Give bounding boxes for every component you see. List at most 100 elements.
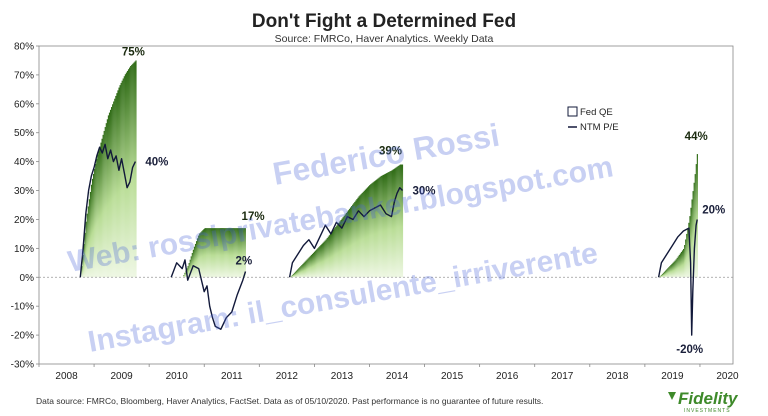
fed-qe-bar [189, 259, 191, 278]
fed-qe-bar [664, 270, 667, 278]
fed-qe-bar [205, 228, 207, 278]
fed-qe-bar [113, 101, 115, 278]
fed-qe-bar [315, 250, 317, 278]
fed-qe-bar [380, 175, 382, 278]
x-tick-label: 2008 [55, 371, 78, 382]
fed-qe-bar [335, 226, 337, 278]
fed-qe-bar [336, 225, 338, 278]
fed-qe-bar [226, 228, 228, 278]
fed-qe-bar [672, 262, 674, 278]
fed-qe-bar [329, 233, 332, 278]
fed-qe-bar [107, 115, 110, 278]
fidelity-logo-text: Fidelity [678, 389, 739, 408]
fed-qe-bar [693, 182, 695, 278]
data-label: 44% [685, 131, 708, 143]
fed-qe-bar [241, 228, 243, 278]
fed-qe-bar [357, 197, 359, 278]
chart-subtitle: Source: FMRCo, Haver Analytics. Weekly D… [275, 33, 494, 45]
fidelity-logo: Fidelity INVESTMENTS [668, 389, 739, 414]
data-label: -20% [676, 344, 703, 356]
fed-qe-bar [199, 233, 201, 278]
fed-qe-bar [218, 228, 220, 278]
fed-qe-bar [84, 232, 86, 278]
fed-qe-bar [220, 228, 222, 278]
fed-qe-bar [692, 191, 694, 278]
fed-qe-bar [106, 119, 108, 278]
fed-qe-bar [240, 228, 242, 278]
fed-qe-bar [341, 218, 343, 278]
fed-qe-bar [395, 167, 397, 278]
fed-qe-bar [129, 67, 131, 278]
fed-qe-bar [235, 228, 237, 278]
fed-qe-bar [392, 169, 394, 278]
fed-qe-bar [339, 221, 341, 278]
fed-qe-bar [234, 228, 236, 278]
fed-qe-bar [397, 166, 399, 278]
fidelity-logo-subtext: INVESTMENTS [684, 408, 731, 414]
fed-qe-bar [98, 150, 100, 278]
fed-qe-bar [685, 239, 687, 278]
y-axis: 80% 70% 60% 50% 40% 30% 20% 10% 0% -10% -20% -30% [11, 42, 39, 371]
fed-qe-bar [81, 266, 83, 278]
fed-qe-bar [303, 262, 305, 278]
y-tick-label: 50% [14, 128, 34, 139]
fed-qe-bar [297, 269, 299, 278]
fed-qe-bar [661, 273, 664, 278]
fed-qe-bar [222, 228, 224, 278]
fed-qe-bar [345, 213, 347, 278]
data-label: 17% [242, 211, 265, 223]
fed-qe-bar [125, 72, 128, 278]
fed-qe-bar [659, 276, 661, 278]
fed-qe-bar [670, 265, 672, 278]
fed-qe-bar [302, 263, 304, 278]
fed-qe-bar [231, 228, 234, 278]
fed-qe-bar [190, 256, 192, 278]
fed-qe-bar [681, 250, 684, 278]
fed-qe-bar [194, 243, 197, 278]
fed-qe-bar [227, 228, 229, 278]
fed-qe-bar [97, 154, 99, 278]
fed-qe-bar [346, 211, 349, 278]
x-axis: 2008 2009 2010 2011 2012 2013 2014 2015 2016 2017… [38, 364, 739, 382]
fed-qe-bar [96, 158, 98, 278]
legend-label-ntm-pe: NTM P/E [580, 122, 619, 133]
fed-qe-bar [93, 173, 95, 278]
fed-qe-bar [367, 186, 370, 278]
fed-qe-bar [312, 252, 315, 278]
fed-qe-bar [694, 174, 696, 278]
fed-qe-bar [381, 175, 383, 278]
fed-qe-bar [215, 228, 217, 278]
fed-qe-bar [221, 228, 223, 278]
fed-qe-bar [343, 215, 345, 278]
fed-qe-bar [83, 243, 85, 278]
data-label: 20% [702, 204, 725, 216]
fed-qe-bar [328, 235, 331, 278]
fed-qe-bar [132, 63, 134, 278]
fed-qe-bar [188, 263, 190, 278]
fed-qe-bar [318, 247, 320, 278]
ntm-pe-line [79, 143, 137, 278]
fed-qe-bar [371, 183, 373, 278]
fed-qe-bar [298, 268, 300, 278]
x-tick-label: 2016 [496, 371, 519, 382]
fed-qe-bar [300, 266, 302, 278]
fed-qe-bar [229, 228, 232, 278]
plot-frame [38, 45, 734, 365]
fed-qe-bar [320, 245, 322, 278]
chart-title: Don't Fight a Determined Fed [252, 11, 516, 32]
fed-qe-bar [400, 164, 403, 278]
fed-qe-bar [362, 191, 364, 278]
fed-qe-bar [306, 259, 308, 278]
fed-qe-bar [85, 221, 87, 278]
fed-qe-bar [370, 184, 372, 278]
fed-qe-bar [290, 276, 292, 278]
fed-qe-bar [209, 228, 211, 278]
fed-qe-bar [237, 228, 239, 278]
fed-qe-bar [99, 146, 101, 278]
fed-qe-bar [376, 179, 378, 278]
fed-qe-bar [323, 241, 325, 278]
fed-qe-bar [310, 255, 312, 278]
fed-qe-bar [366, 187, 369, 278]
fed-qe-bar [111, 107, 113, 278]
fed-qe-bar [230, 228, 233, 278]
